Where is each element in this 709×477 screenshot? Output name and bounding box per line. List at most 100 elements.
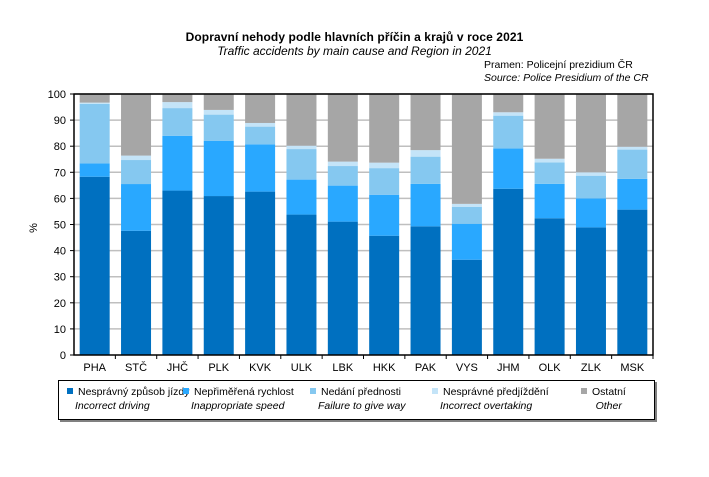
bar-segment-ZLK-0 [575,227,606,355]
bar-segment-KVK-3 [245,122,276,127]
legend-label-en: Failure to give way [318,400,406,412]
x-tick-label: JHČ [167,361,188,374]
bar-segment-JHČ-0 [162,190,193,355]
bar-segment-JHM-0 [493,188,524,355]
x-tick-label: VYS [456,362,478,374]
bar-segment-PHA-0 [79,176,110,355]
bar-segment-PLK-4 [203,94,234,110]
bar-segment-ZLK-4 [575,94,606,173]
legend-item: Nesprávný způsob jízdy Incorrect driving [67,385,189,413]
x-tick-label: MSK [620,362,645,374]
x-tick-label: LBK [332,362,353,374]
bar-segment-HKK-1 [369,194,400,236]
y-tick-label: 70 [54,167,66,179]
bar-segment-LBK-3 [327,161,358,167]
legend-label-en: Incorrect overtaking [440,400,533,412]
bar-segment-LBK-0 [327,221,358,355]
legend-swatch [183,388,189,394]
x-tick-label: JHM [497,362,520,374]
bar-segment-OLK-1 [534,183,565,219]
bar-segment-MSK-4 [617,94,648,147]
bar-segment-KVK-0 [245,191,276,355]
bar-segment-PHA-1 [79,163,110,177]
bar-segment-VYS-3 [451,203,482,207]
bar-segment-ZLK-3 [575,172,606,176]
legend-label-en: Inappropriate speed [191,400,285,412]
bar-segment-ULK-2 [286,149,317,180]
y-tick-label: 20 [54,298,66,310]
y-tick-label: 40 [54,246,66,258]
legend-swatch [432,388,438,394]
legend-item: Nesprávné předjíždění Incorrect overtakin… [432,385,549,413]
y-tick-label: 60 [54,193,66,205]
bar-segment-ULK-4 [286,94,317,146]
bar-segment-KVK-1 [245,144,276,192]
bar-segment-HKK-2 [369,168,400,195]
x-tick-label: ULK [291,362,313,374]
legend-label-en: Incorrect driving [75,400,150,412]
y-tick-label: 50 [54,220,66,232]
bar-segment-LBK-2 [327,166,358,186]
bar-segment-HKK-4 [369,94,400,163]
legend-label: Nesprávné předjíždění [443,386,549,398]
bar-segment-VYS-2 [451,206,482,224]
bar-segment-LBK-1 [327,185,358,222]
bar-segment-STČ-1 [121,184,152,231]
bar-segment-PAK-0 [410,226,441,355]
bar-segment-KVK-4 [245,94,276,123]
axes [70,93,654,359]
x-tick-labels: PHA STČ JHČ PLK KVK ULK LBK HKK PAK VYS JHM OLK ZLK M… [83,361,645,374]
legend-swatch [67,388,73,394]
bar-segment-PAK-2 [410,156,441,184]
bar-segment-OLK-2 [534,162,565,184]
legend-label-en: Other [595,400,622,412]
bar-segment-PAK-1 [410,183,441,227]
legend: Nesprávný způsob jízdy Incorrect driving N… [58,380,655,420]
bar-segment-PHA-4 [79,94,110,103]
bar-segment-MSK-0 [617,209,648,355]
bar-segment-JHM-2 [493,115,524,149]
bar-segment-JHČ-1 [162,135,193,191]
bar-segment-VYS-0 [451,259,482,355]
bar-segment-OLK-3 [534,158,565,163]
legend-label: Nepřiměřená rychlost [194,386,294,398]
bar-segment-ULK-3 [286,145,317,150]
bar-segment-PHA-2 [79,103,110,164]
x-tick-label: PAK [415,362,437,374]
gridlines [74,93,653,330]
bar-segment-JHM-3 [493,112,524,116]
bar-segment-VYS-1 [451,223,482,260]
bar-segment-MSK-2 [617,149,648,179]
y-tick-label: 0 [60,350,66,362]
chart-title: Dopravní nehody podle hlavních příčin a … [185,30,524,44]
bar-segment-PHA-3 [79,102,110,104]
bar-segment-PLK-1 [203,140,234,197]
bar-segment-VYS-4 [451,94,482,204]
legend-label: Nesprávný způsob jízdy [78,386,190,398]
x-tick-label: PLK [208,362,229,374]
y-axis-label: % [28,223,40,233]
bar-segment-STČ-3 [121,155,152,161]
bar-segment-PLK-3 [203,109,234,115]
bar-segment-PLK-0 [203,196,234,355]
x-tick-label: STČ [125,361,147,374]
x-tick-label: OLK [539,362,562,374]
bar-segment-KVK-2 [245,126,276,145]
y-tick-label: 80 [54,141,66,153]
bar-segment-ULK-0 [286,214,317,355]
bar-segment-MSK-1 [617,178,648,210]
bar-segment-PLK-2 [203,114,234,141]
bar-segment-JHM-1 [493,148,524,189]
bar-segment-PAK-4 [410,94,441,151]
bar-segment-JHČ-3 [162,102,193,109]
bar-segment-OLK-0 [534,218,565,355]
source-note-en: Source: Police Presidium of the CR [484,72,649,84]
bars [79,94,648,355]
y-tick-labels: 0 10 20 30 40 50 60 70 80 90 100 [48,89,66,362]
plot-area-border [73,93,654,356]
legend-label: Nedání přednosti [321,386,401,398]
bar-segment-MSK-3 [617,146,648,150]
legend-item: Ostatní Other [581,385,626,413]
bar-segment-PAK-3 [410,150,441,157]
bar-segment-LBK-4 [327,94,358,162]
